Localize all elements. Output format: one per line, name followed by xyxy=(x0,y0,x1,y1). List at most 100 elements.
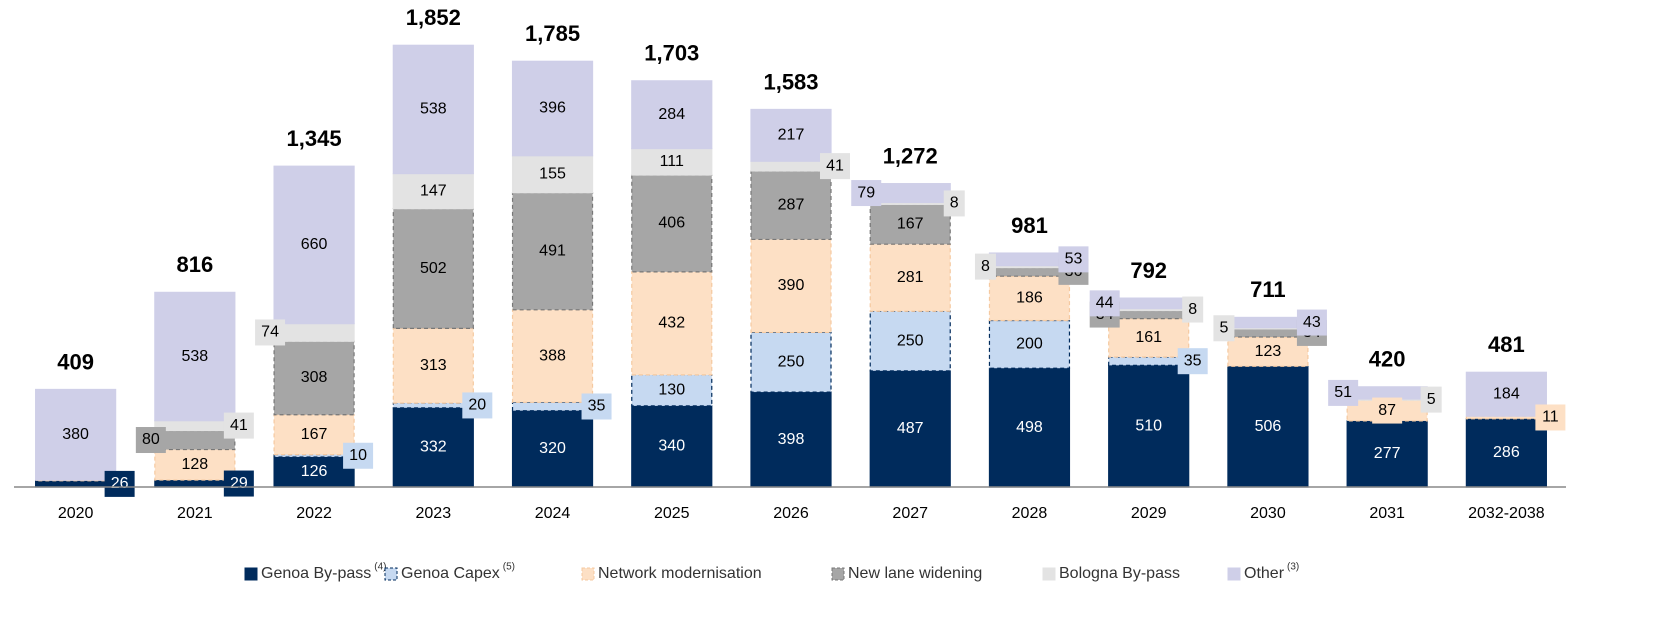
bar-segment xyxy=(392,402,474,409)
segment-label: 184 xyxy=(1493,385,1520,402)
segment-label: 167 xyxy=(897,216,924,233)
segment-label: 128 xyxy=(181,456,208,473)
label-box xyxy=(1296,309,1327,336)
segment-label: 51 xyxy=(1334,384,1352,401)
bar-segment xyxy=(511,401,594,412)
bar-segment xyxy=(1227,316,1309,329)
bar-segment xyxy=(869,183,951,204)
segment-label: 41 xyxy=(826,157,844,174)
x-tick-label: 2029 xyxy=(1131,505,1167,522)
bar-segment xyxy=(631,405,713,488)
bar-segment xyxy=(750,331,832,393)
total-label: 1,852 xyxy=(406,5,461,30)
total-label: 409 xyxy=(57,349,94,374)
total-label: 1,583 xyxy=(763,69,818,94)
label-box xyxy=(104,470,135,497)
bar-segment xyxy=(1465,418,1547,488)
segment-label: 8 xyxy=(950,195,959,212)
bar-segment xyxy=(750,160,832,172)
segment-label: 44 xyxy=(1096,295,1114,312)
bar-segment xyxy=(869,310,951,372)
legend-swatch xyxy=(831,567,845,581)
segment-label: 250 xyxy=(897,332,924,349)
bar-segment xyxy=(988,252,1071,267)
bar-segment xyxy=(988,266,1071,277)
segment-label: 320 xyxy=(539,440,566,457)
legend-superscript: (5) xyxy=(503,562,515,573)
bar-segment xyxy=(1108,297,1190,310)
segment-label: 8 xyxy=(1188,301,1197,318)
bar-segment xyxy=(631,80,713,150)
bar-segment xyxy=(273,323,355,342)
segment-label: 111 xyxy=(660,153,684,170)
segment-label: 8 xyxy=(981,258,990,275)
legend-label: Other xyxy=(1244,565,1285,582)
bar-segment xyxy=(1108,356,1190,366)
legend-label: Genoa By-pass xyxy=(261,565,371,582)
bar-segment xyxy=(631,271,713,376)
segment-label: 498 xyxy=(1016,419,1043,436)
label-box xyxy=(343,442,374,469)
segment-label: 79 xyxy=(857,184,875,201)
segment-label: 20 xyxy=(468,397,486,414)
segment-label: 380 xyxy=(62,426,89,443)
segment-label: 167 xyxy=(301,426,328,443)
segment-label: 123 xyxy=(1255,343,1282,360)
label-box xyxy=(223,412,254,439)
segment-label: 186 xyxy=(1016,290,1043,307)
segment-label: 284 xyxy=(658,106,685,123)
bar-segment xyxy=(154,429,236,451)
x-tick-label: 2027 xyxy=(892,505,928,522)
bar-segment xyxy=(750,108,832,162)
total-label: 711 xyxy=(1250,277,1286,302)
x-tick-label: 2028 xyxy=(1012,505,1048,522)
bar-segment xyxy=(511,60,594,157)
bar-segment xyxy=(273,456,355,488)
label-box xyxy=(135,427,166,454)
segment-label: 277 xyxy=(1374,445,1401,462)
legend-swatch xyxy=(1227,567,1241,581)
segment-label: 147 xyxy=(420,182,447,199)
bar-segment xyxy=(869,203,951,245)
segment-label: 80 xyxy=(142,431,160,448)
segment-label: 43 xyxy=(1303,314,1321,331)
segment-label: 340 xyxy=(658,438,685,455)
segment-label: 491 xyxy=(539,242,566,259)
label-box xyxy=(581,393,612,420)
segment-label: 502 xyxy=(420,260,447,277)
bar-segment xyxy=(392,173,474,210)
bar-segment xyxy=(750,170,832,241)
label-box xyxy=(1535,404,1566,431)
x-tick-label: 2032-2038 xyxy=(1468,505,1545,522)
x-tick-label: 2030 xyxy=(1250,505,1286,522)
segment-label: 155 xyxy=(539,165,566,182)
bar-segment xyxy=(392,208,474,329)
label-box xyxy=(1420,386,1442,413)
legend-superscript: (4) xyxy=(374,562,386,573)
legend-label: Network modernisation xyxy=(598,565,762,582)
label-box xyxy=(1182,296,1204,323)
segment-label: 11 xyxy=(1542,409,1559,426)
bar-segment xyxy=(1108,364,1190,488)
segment-label: 250 xyxy=(778,353,805,370)
label-box xyxy=(820,153,850,180)
bar-segment xyxy=(273,453,355,458)
bar-segment xyxy=(1227,365,1309,488)
segment-label: 538 xyxy=(420,101,447,118)
bar-segment xyxy=(273,165,355,325)
segment-label: 5 xyxy=(1219,319,1228,336)
legend-label: Genoa Capex xyxy=(401,565,500,582)
segment-label: 487 xyxy=(897,420,924,437)
segment-label: 432 xyxy=(658,315,685,332)
bar-segment xyxy=(869,243,951,312)
segment-label: 126 xyxy=(301,463,328,480)
bar-segment xyxy=(631,174,713,273)
legend-superscript: (3) xyxy=(1287,562,1299,573)
total-label: 1,785 xyxy=(525,21,580,46)
segment-label: 35 xyxy=(588,398,606,415)
segment-label: 87 xyxy=(1378,402,1396,419)
bar-segment xyxy=(1346,386,1428,400)
bar-segment xyxy=(1227,336,1309,367)
segment-label: 161 xyxy=(1135,329,1162,346)
